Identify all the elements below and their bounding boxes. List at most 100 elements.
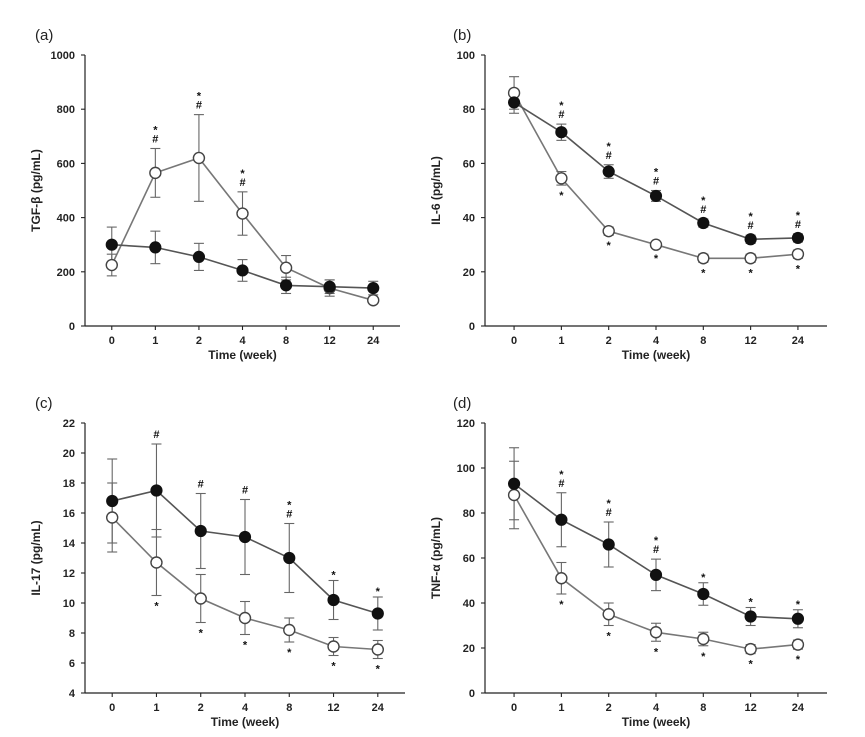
x-tick-label: 2 xyxy=(606,335,612,347)
significance-star: * xyxy=(199,628,204,640)
x-tick-label: 24 xyxy=(792,702,805,714)
data-point-open xyxy=(507,488,521,502)
panel-letter-c: (c) xyxy=(35,395,53,412)
x-tick-label: 1 xyxy=(558,702,564,714)
y-tick-label: 400 xyxy=(57,213,75,225)
x-tick-label: 24 xyxy=(367,335,380,347)
significance-star: * xyxy=(796,263,801,275)
significance-star: * xyxy=(607,141,612,153)
data-point-open xyxy=(602,224,615,238)
x-axis-title: Time (week) xyxy=(622,348,690,362)
y-tick-label: 600 xyxy=(57,158,75,170)
y-tick-label: 8 xyxy=(69,628,75,640)
y-tick-label: 40 xyxy=(463,598,475,610)
significance-star: * xyxy=(243,640,248,652)
x-tick-label: 4 xyxy=(653,702,660,714)
data-point-open xyxy=(149,166,162,180)
y-tick-label: 800 xyxy=(57,104,75,116)
data-point-open xyxy=(649,238,663,251)
y-tick-label: 20 xyxy=(63,448,75,460)
y-tick-label: 1000 xyxy=(51,50,75,62)
data-point-open xyxy=(194,592,207,605)
data-point-filled xyxy=(106,494,119,508)
y-tick-label: 0 xyxy=(469,688,475,700)
data-point-filled xyxy=(649,568,663,581)
x-tick-label: 12 xyxy=(324,335,336,347)
data-point-filled xyxy=(602,538,615,551)
panel-letter-a: (a) xyxy=(35,27,53,44)
significance-star: * xyxy=(559,100,564,112)
data-point-open xyxy=(791,638,805,651)
significance-hash: # xyxy=(606,507,612,519)
y-axis-title: IL-17 (pg/mL) xyxy=(29,520,43,595)
significance-star: * xyxy=(607,631,612,643)
data-point-filled xyxy=(149,241,162,254)
significance-star: * xyxy=(607,240,612,252)
significance-star: * xyxy=(287,500,292,512)
x-tick-label: 2 xyxy=(606,702,612,714)
significance-star: * xyxy=(701,651,706,663)
data-point-filled xyxy=(283,551,296,565)
y-tick-label: 14 xyxy=(63,538,76,550)
data-point-open xyxy=(105,511,119,524)
significance-star: * xyxy=(654,253,659,265)
y-tick-label: 40 xyxy=(463,213,475,225)
significance-hash: # xyxy=(606,150,612,162)
significance-star: * xyxy=(287,647,292,659)
x-axis-title: Time (week) xyxy=(208,348,276,362)
x-tick-label: 12 xyxy=(744,702,756,714)
data-point-filled xyxy=(236,264,249,277)
data-point-open xyxy=(279,261,293,274)
significance-star: * xyxy=(654,646,659,658)
y-tick-label: 80 xyxy=(463,104,475,116)
x-tick-label: 12 xyxy=(744,335,756,347)
data-point-open xyxy=(371,643,384,656)
significance-hash: # xyxy=(700,204,706,216)
significance-star: * xyxy=(607,498,612,510)
y-tick-label: 6 xyxy=(69,658,75,670)
data-point-filled xyxy=(371,607,384,620)
significance-hash: # xyxy=(558,478,564,490)
x-tick-label: 8 xyxy=(283,335,289,347)
data-point-filled xyxy=(507,96,521,109)
data-point-open xyxy=(150,556,163,569)
significance-star: * xyxy=(559,469,564,481)
y-tick-label: 12 xyxy=(63,568,75,580)
x-tick-label: 2 xyxy=(196,335,202,347)
data-point-open xyxy=(602,608,615,621)
significance-star: * xyxy=(701,195,706,207)
significance-star: * xyxy=(331,570,336,582)
data-point-open xyxy=(236,207,249,220)
data-point-open xyxy=(744,642,757,656)
significance-star: * xyxy=(197,91,202,103)
x-tick-label: 12 xyxy=(327,702,339,714)
x-tick-label: 8 xyxy=(286,702,292,714)
y-tick-label: 16 xyxy=(63,508,75,520)
significance-star: * xyxy=(240,168,245,180)
data-point-open xyxy=(791,247,805,261)
y-tick-label: 60 xyxy=(463,553,475,565)
x-tick-label: 4 xyxy=(239,335,246,347)
x-tick-label: 8 xyxy=(700,335,706,347)
y-tick-label: 22 xyxy=(63,418,75,430)
x-tick-label: 2 xyxy=(198,702,204,714)
x-tick-label: 24 xyxy=(792,335,805,347)
data-point-filled xyxy=(697,587,710,601)
x-tick-label: 1 xyxy=(153,702,159,714)
significance-hash: # xyxy=(196,100,202,112)
significance-star: * xyxy=(796,654,801,666)
x-tick-label: 1 xyxy=(152,335,158,347)
data-point-open xyxy=(327,640,340,653)
significance-hash: # xyxy=(795,219,801,231)
panel-letter-d: (d) xyxy=(453,395,471,412)
x-tick-label: 1 xyxy=(558,335,564,347)
data-point-filled xyxy=(238,530,252,544)
data-point-filled xyxy=(279,279,293,292)
y-tick-label: 60 xyxy=(463,158,475,170)
significance-star: * xyxy=(748,659,753,671)
significance-star: * xyxy=(654,535,659,547)
data-point-open xyxy=(555,172,568,185)
significance-star: * xyxy=(748,211,753,223)
data-point-filled xyxy=(602,165,615,178)
